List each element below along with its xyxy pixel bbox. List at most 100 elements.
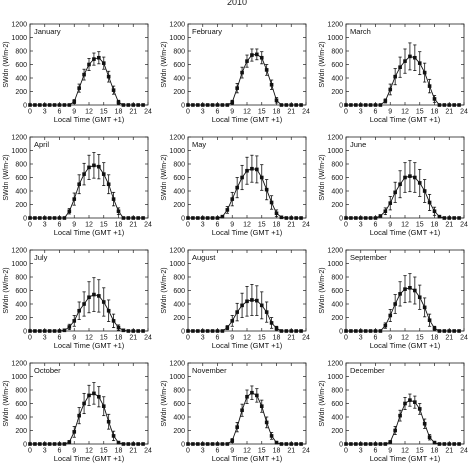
y-tick-label: 200 — [173, 202, 185, 209]
y-axis-label: SWdn (W/m-2) — [319, 267, 326, 313]
x-tick-label: 24 — [460, 448, 468, 455]
y-tick-label: 1200 — [11, 135, 27, 142]
data-point — [230, 319, 235, 323]
data-point — [101, 300, 106, 304]
y-axis-label: SWdn (W/m-2) — [3, 380, 10, 426]
data-point — [106, 308, 111, 313]
data-point — [210, 329, 215, 333]
y-tick-label: 1200 — [11, 248, 27, 255]
data-point — [383, 323, 388, 328]
data-point — [279, 103, 284, 107]
data-point — [294, 442, 298, 446]
x-tick-label: 21 — [129, 335, 137, 342]
data-point — [344, 216, 348, 220]
data-point — [354, 216, 358, 220]
data-point — [398, 292, 402, 296]
y-tick-label: 1200 — [169, 22, 185, 29]
data-point — [442, 216, 447, 220]
data-point — [259, 303, 264, 308]
data-point — [186, 329, 190, 333]
x-tick-label: 21 — [287, 335, 295, 342]
data-point — [373, 216, 378, 220]
data-point — [284, 442, 289, 446]
y-tick-label: 0 — [181, 103, 185, 110]
data-point — [57, 329, 62, 333]
data-point — [62, 442, 67, 446]
data-point — [62, 328, 67, 333]
data-point — [250, 166, 254, 171]
data-point — [294, 329, 298, 333]
data-point — [269, 82, 274, 87]
data-point — [408, 398, 412, 402]
data-point — [42, 103, 47, 107]
y-axis-label: SWdn (W/m-2) — [319, 380, 326, 426]
data-point — [47, 216, 52, 220]
data-point — [437, 103, 442, 107]
x-tick-label: 6 — [58, 222, 62, 229]
data-point — [28, 216, 32, 220]
panel-march: 0 200 400 600 800 1000 1200 0 3 6 9 12 15 18 21 24 Local… — [319, 22, 468, 125]
data-point — [200, 442, 205, 446]
x-tick-label: 3 — [201, 335, 205, 342]
x-tick-label: 9 — [230, 448, 234, 455]
series-line — [346, 175, 460, 219]
data-point — [447, 103, 452, 107]
x-axis-label: Local Time (GMT +1) — [212, 115, 283, 124]
data-point — [245, 394, 249, 399]
data-point — [408, 174, 412, 178]
panel-september: 0 200 400 600 800 1000 1200 0 3 6 9 12 15 18 21 24 Local… — [319, 248, 468, 351]
series-line — [188, 53, 302, 106]
data-point — [245, 168, 249, 173]
x-tick-label: 0 — [186, 335, 190, 342]
month-title: July — [34, 253, 48, 262]
data-point — [422, 70, 427, 75]
data-point — [393, 302, 397, 306]
data-point — [62, 103, 67, 107]
data-point — [210, 216, 215, 220]
data-point — [77, 308, 81, 313]
series-line — [346, 399, 460, 445]
y-tick-label: 1000 — [11, 261, 27, 268]
x-tick-label: 21 — [445, 222, 453, 229]
panel-july: 0 200 400 600 800 1000 1200 0 3 6 9 12 15 18 21 24 Local… — [3, 248, 152, 351]
data-point — [452, 216, 456, 220]
data-point — [33, 216, 37, 220]
x-tick-label: 6 — [58, 448, 62, 455]
data-point — [42, 216, 47, 220]
data-point — [57, 103, 62, 107]
data-point — [383, 99, 388, 103]
y-tick-label: 1200 — [11, 22, 27, 29]
data-point — [437, 329, 442, 333]
data-point — [136, 442, 140, 446]
data-point — [289, 216, 294, 220]
data-point — [235, 185, 239, 190]
x-tick-label: 3 — [201, 109, 205, 116]
x-tick-label: 9 — [388, 335, 392, 342]
x-tick-label: 3 — [359, 109, 363, 116]
x-tick-label: 15 — [416, 109, 424, 116]
y-tick-label: 600 — [173, 401, 185, 408]
data-point — [452, 103, 456, 107]
data-point — [284, 103, 289, 107]
month-title: April — [34, 140, 49, 149]
data-point — [191, 329, 195, 333]
data-point — [196, 442, 200, 446]
data-point — [97, 55, 101, 60]
data-point — [413, 55, 417, 60]
x-tick-label: 15 — [258, 222, 266, 229]
data-point — [220, 103, 225, 107]
x-tick-label: 18 — [273, 109, 281, 116]
data-point — [87, 393, 91, 398]
data-point — [279, 442, 284, 446]
data-point — [101, 172, 106, 176]
data-point — [215, 442, 220, 446]
x-tick-label: 15 — [100, 109, 108, 116]
y-tick-label: 0 — [23, 329, 27, 336]
data-point — [388, 201, 393, 205]
data-point — [126, 216, 131, 220]
y-tick-label: 1000 — [169, 261, 185, 268]
data-point — [67, 325, 72, 329]
data-point — [403, 287, 407, 291]
data-point — [378, 214, 383, 218]
data-point — [215, 329, 220, 333]
